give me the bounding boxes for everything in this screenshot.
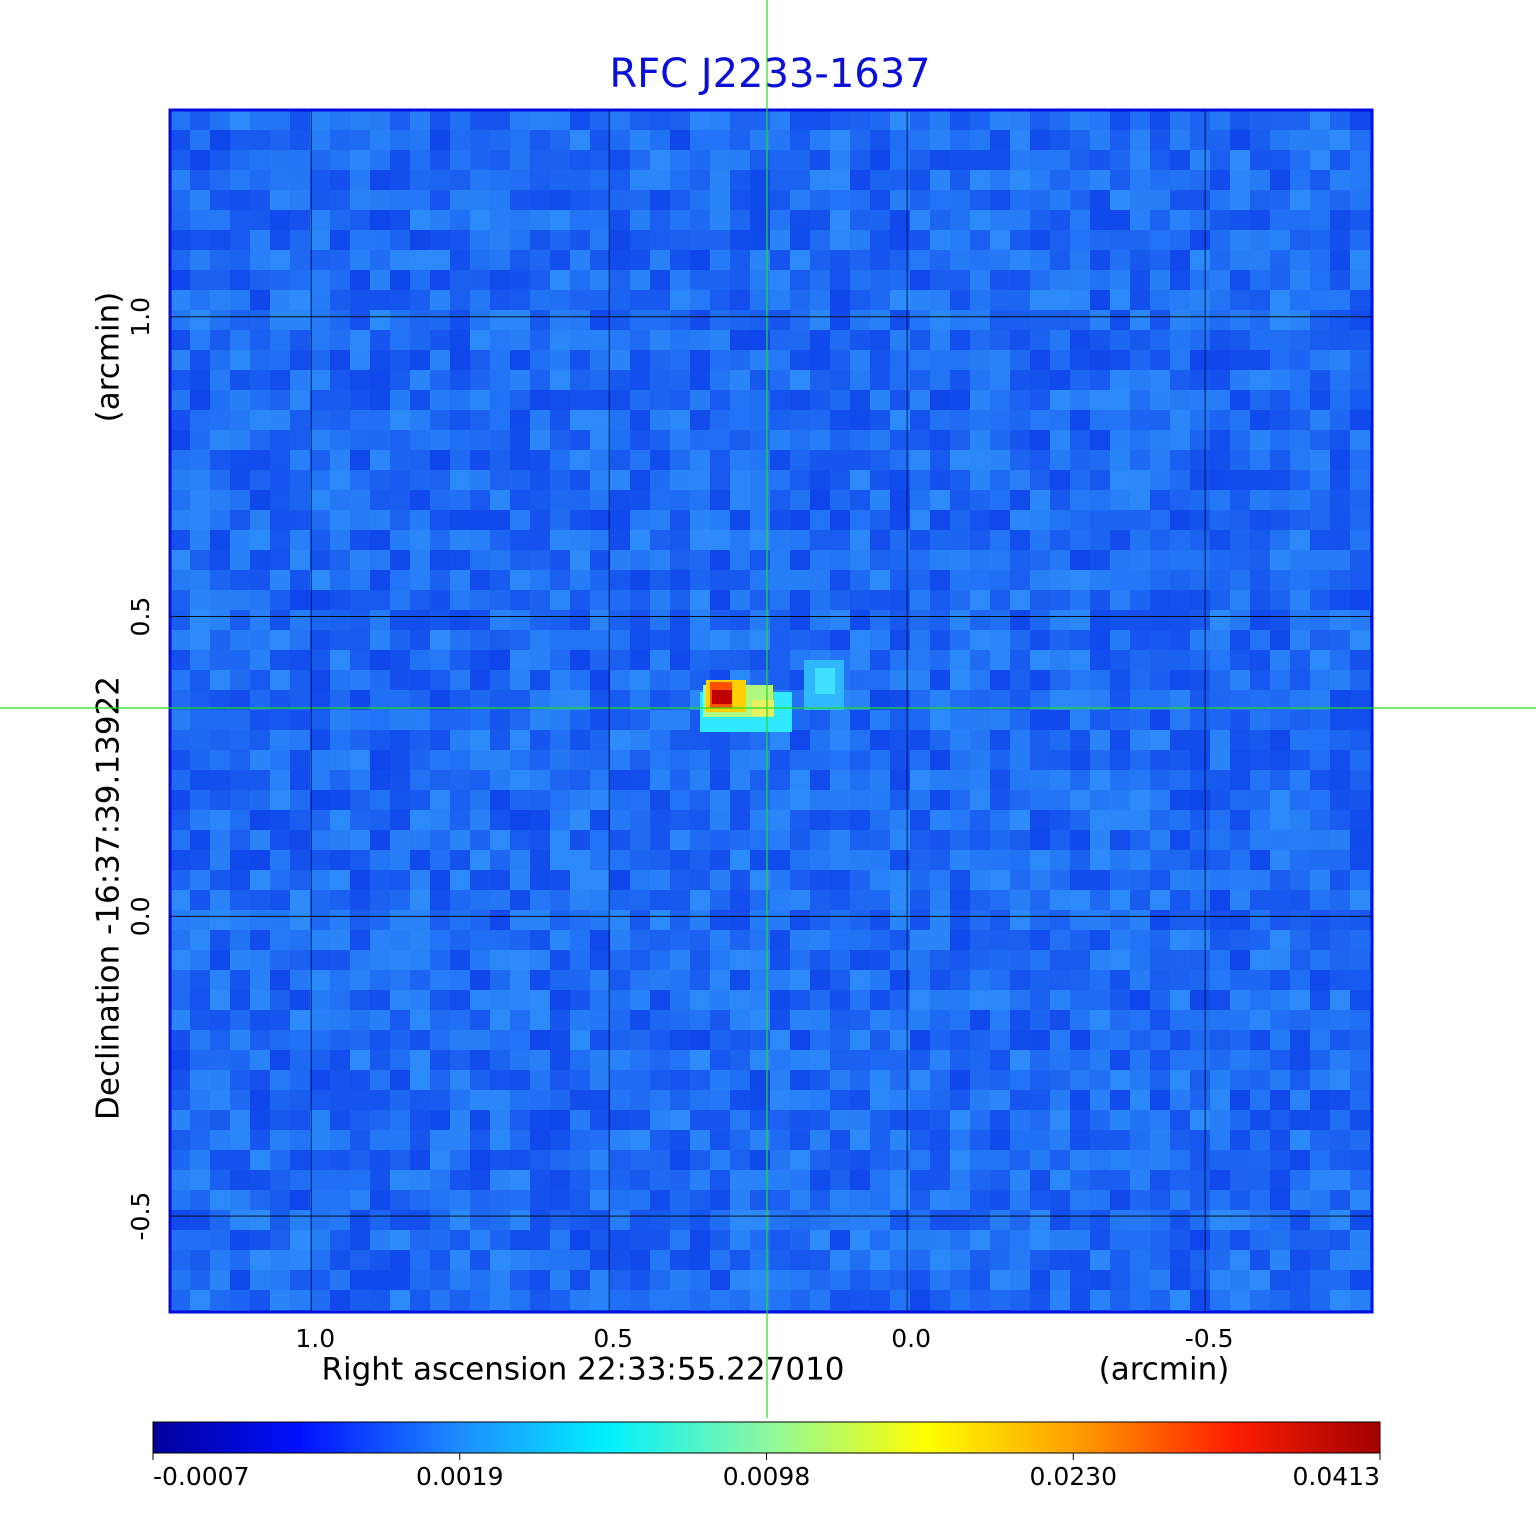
colorbar-tick-label: -0.0007 xyxy=(153,1462,250,1491)
x-axis-unit: (arcmin) xyxy=(1099,1352,1230,1388)
x-tick-label: 0.5 xyxy=(593,1324,633,1353)
x-tick-label: -0.5 xyxy=(1185,1324,1234,1353)
colorbar-tick-label: 0.0413 xyxy=(1293,1462,1380,1491)
y-axis-label: Declination -16:37:39.13922 xyxy=(91,676,127,1120)
colorbar-tick-label: 0.0230 xyxy=(1030,1462,1117,1491)
plot-frame xyxy=(168,108,1374,1314)
y-tick-label: -0.5 xyxy=(126,1192,155,1241)
colorbar xyxy=(152,1421,1381,1454)
y-tick-label: 1.0 xyxy=(126,297,155,337)
y-tick-label: 0.0 xyxy=(126,896,155,936)
y-axis-unit: (arcmin) xyxy=(91,292,127,423)
chart-title: RFC J2233-1637 xyxy=(609,51,930,97)
source-emission xyxy=(700,660,844,732)
y-tick-label: 0.5 xyxy=(126,597,155,637)
colorbar-tick-label: 0.0098 xyxy=(723,1462,810,1491)
x-axis-label: Right ascension 22:33:55.227010 xyxy=(321,1352,844,1388)
colorbar-tick-label: 0.0019 xyxy=(416,1462,503,1491)
x-tick-label: 1.0 xyxy=(295,1324,335,1353)
x-tick-label: 0.0 xyxy=(891,1324,931,1353)
